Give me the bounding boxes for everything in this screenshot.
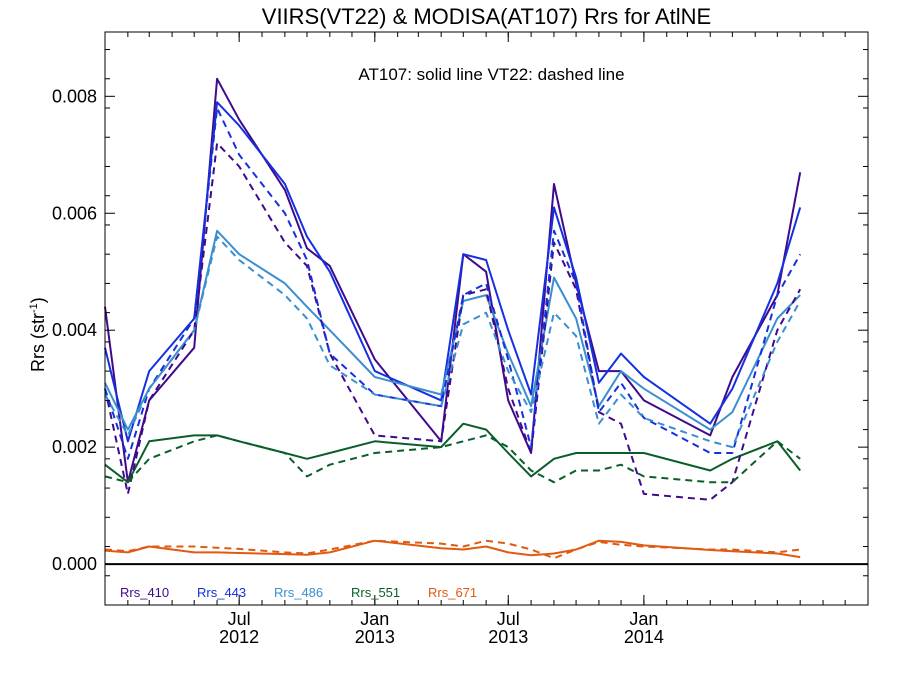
x-tick-label-year: 2012	[219, 627, 259, 647]
legend-item-rrs-671: Rrs_671	[428, 585, 477, 600]
x-tick-label-year: 2014	[624, 627, 664, 647]
legend-item-rrs-443: Rrs_443	[197, 585, 246, 600]
series-line-rrs-443-vt22	[104, 107, 802, 460]
axis-layer: 0.0000.0020.0040.0060.008Jul2012Jan2013J…	[52, 32, 868, 647]
legend: Rrs_410 Rrs_443 Rrs_486 Rrs_551 Rrs_671	[120, 585, 477, 600]
x-tick-label-year: 2013	[488, 627, 528, 647]
series-line-rrs-551-at107	[104, 422, 801, 484]
x-tick-label-month: Jul	[497, 609, 520, 629]
series-line-rrs-486-vt22	[104, 235, 802, 449]
series-line-rrs-671-vt22	[104, 539, 801, 560]
y-tick-label: 0.002	[52, 437, 97, 457]
y-tick-label: 0.008	[52, 86, 97, 106]
series-line-rrs-410-vt22	[104, 142, 802, 501]
chart-annotation: AT107: solid line VT22: dashed line	[358, 65, 624, 84]
series-line-rrs-410-at107	[104, 77, 802, 484]
x-tick-label-month: Jan	[629, 609, 658, 629]
y-tick-label: 0.004	[52, 320, 97, 340]
chart-title: VIIRS(VT22) & MODISA(AT107) Rrs for AtlN…	[261, 4, 712, 29]
x-tick-label-year: 2013	[355, 627, 395, 647]
plot-frame	[104, 31, 869, 606]
y-tick-label: 0.000	[52, 554, 97, 574]
series-line-rrs-671-at107	[104, 539, 801, 559]
y-tick-label: 0.006	[52, 203, 97, 223]
series-line-rrs-486-at107	[104, 229, 801, 431]
series-layer	[104, 77, 802, 560]
x-tick-label-month: Jan	[360, 609, 389, 629]
x-tick-label-month: Jul	[228, 609, 251, 629]
legend-item-rrs-410: Rrs_410	[120, 585, 169, 600]
series-line-rrs-551-vt22	[104, 434, 801, 484]
legend-item-rrs-551: Rrs_551	[351, 585, 400, 600]
legend-item-rrs-486: Rrs_486	[274, 585, 323, 600]
